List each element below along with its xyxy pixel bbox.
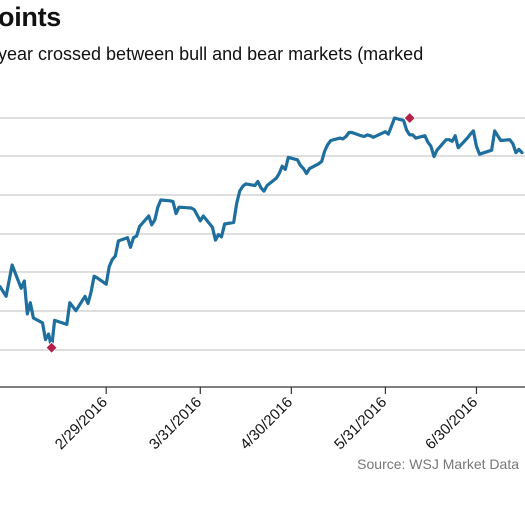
x-tick-labels: 2/29/2016 3/31/2016 4/30/2016 5/31/2016 6/30… xyxy=(52,394,481,453)
x-tick-label: 5/31/2016 xyxy=(331,394,390,453)
chart-subtitle: year crossed between bull and bear marke… xyxy=(0,44,424,64)
x-axis xyxy=(0,386,525,394)
crossing-markers xyxy=(45,112,416,354)
chart-title: oints xyxy=(0,2,61,32)
x-tick-label: 2/29/2016 xyxy=(52,394,111,453)
series-line-group xyxy=(0,116,524,350)
source-note: Source: WSJ Market Data xyxy=(357,456,519,472)
series-line xyxy=(0,116,524,350)
x-tick-label: 3/31/2016 xyxy=(146,394,205,453)
x-tick-label: 4/30/2016 xyxy=(237,394,296,453)
crossing-marker xyxy=(403,112,416,125)
gridlines xyxy=(0,117,525,351)
crossing-marker xyxy=(45,341,58,354)
x-tick-label: 6/30/2016 xyxy=(422,394,481,453)
